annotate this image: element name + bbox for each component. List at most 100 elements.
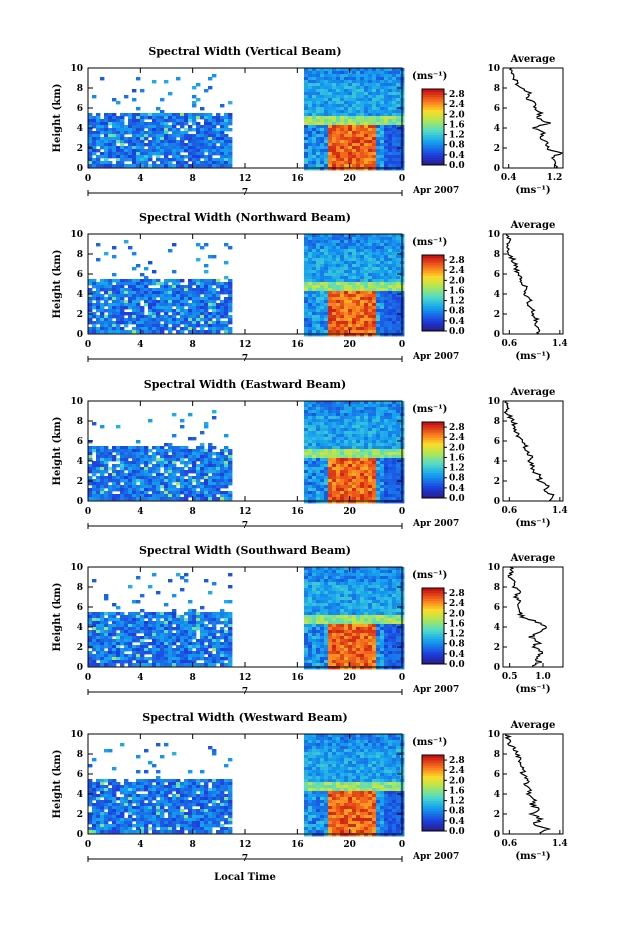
heatmap-cell (108, 140, 113, 144)
heatmap-cell (320, 119, 325, 123)
heatmap-cell (312, 80, 317, 84)
heatmap-cell (180, 419, 185, 423)
heatmap-cell (140, 461, 145, 465)
heatmap-cell (224, 143, 229, 147)
heatmap-cell (112, 137, 117, 141)
heatmap-cell (304, 264, 309, 268)
colorbar-tick-label: 2.0 (449, 110, 465, 120)
heatmap-cell (376, 270, 381, 274)
x-tick-label: 8 (190, 340, 196, 350)
heatmap-cell (380, 318, 385, 322)
heatmap-cell (368, 431, 373, 435)
heatmap-cell (192, 152, 197, 156)
heatmap-cell (328, 464, 333, 468)
heatmap-cell (396, 303, 401, 307)
heatmap-cell (132, 624, 137, 628)
heatmap-cell (308, 497, 313, 501)
heatmap-cell (312, 300, 317, 304)
heatmap-cell (356, 410, 361, 414)
heatmap-cell (336, 407, 341, 411)
heatmap-cell (152, 122, 157, 126)
heatmap-cell (312, 161, 317, 165)
heatmap-cell (324, 312, 329, 316)
heatmap-cell (176, 446, 181, 450)
heatmap-cell (336, 104, 341, 108)
heatmap-cell (100, 497, 105, 501)
heatmap-cell (388, 110, 393, 114)
heatmap-cell (368, 291, 373, 295)
heatmap-cell (360, 461, 365, 465)
heatmap-cell (212, 149, 217, 153)
heatmap-cell (308, 240, 313, 244)
heatmap-cell (344, 86, 349, 90)
heatmap-cell (380, 122, 385, 126)
heatmap-cell (132, 119, 137, 123)
heatmap-cell (348, 71, 353, 75)
heatmap-cell (316, 137, 321, 141)
heatmap-cell (172, 309, 177, 313)
heatmap-cell (380, 149, 385, 153)
heatmap-cell (344, 89, 349, 93)
heatmap-cell (316, 122, 321, 126)
heatmap-cell (304, 80, 309, 84)
heatmap-cell (96, 639, 101, 643)
heatmap-cell (184, 452, 189, 456)
heatmap-cell (352, 137, 357, 141)
heatmap-cell (352, 288, 357, 292)
heatmap-cell (196, 330, 201, 334)
heatmap-cell (304, 309, 309, 313)
heatmap-cell (308, 413, 313, 417)
heatmap-cell (324, 285, 329, 289)
colorbar-swatch (422, 427, 444, 431)
heatmap-cell (172, 327, 177, 331)
heatmap-cell (100, 143, 105, 147)
heatmap-cell (328, 401, 333, 405)
heatmap-cell (348, 330, 353, 334)
heatmap-cell (156, 140, 161, 144)
heatmap-cell (220, 476, 225, 480)
heatmap-cell (204, 131, 209, 135)
heatmap-cell (92, 321, 97, 325)
heatmap-cell (204, 473, 209, 477)
heatmap-cell (392, 327, 397, 331)
heatmap-cell (172, 446, 177, 450)
heatmap-cell (96, 479, 101, 483)
heatmap-cell (148, 143, 153, 147)
heatmap-cell (164, 143, 169, 147)
heatmap-cell (360, 264, 365, 268)
heatmap-cell (340, 419, 345, 423)
heatmap-cell (308, 119, 313, 123)
heatmap-cell (372, 86, 377, 90)
heatmap-cell (88, 491, 93, 495)
heatmap-cell (316, 458, 321, 462)
heatmap-cell (160, 288, 165, 292)
heatmap-cell (328, 122, 333, 126)
heatmap-cell (140, 467, 145, 471)
heatmap-cell (132, 627, 137, 631)
heatmap-cell (316, 116, 321, 120)
heatmap-cell (360, 167, 365, 171)
y-tick-label: 4 (77, 457, 83, 467)
colorbar-swatch (422, 99, 444, 103)
heatmap-cell (180, 321, 185, 325)
heatmap-cell (168, 464, 173, 468)
heatmap-cell (152, 318, 157, 322)
heatmap-cell (128, 113, 133, 117)
heatmap-cell (324, 261, 329, 265)
heatmap-cell (324, 89, 329, 93)
heatmap-cell (152, 494, 157, 498)
heatmap-cell (332, 291, 337, 295)
heatmap-cell (356, 71, 361, 75)
heatmap-cell (348, 167, 353, 171)
heatmap-cell (384, 164, 389, 168)
heatmap-cell (172, 479, 177, 483)
heatmap-cell (336, 261, 341, 265)
avg-x-tick-label: 1.4 (552, 339, 568, 349)
heatmap-cell (144, 467, 149, 471)
colorbar-swatch (422, 91, 444, 95)
heatmap-cell (192, 300, 197, 304)
heatmap-cell (368, 128, 373, 132)
heatmap-cell (204, 330, 209, 334)
heatmap-cell (344, 158, 349, 162)
heatmap-cell (304, 327, 309, 331)
